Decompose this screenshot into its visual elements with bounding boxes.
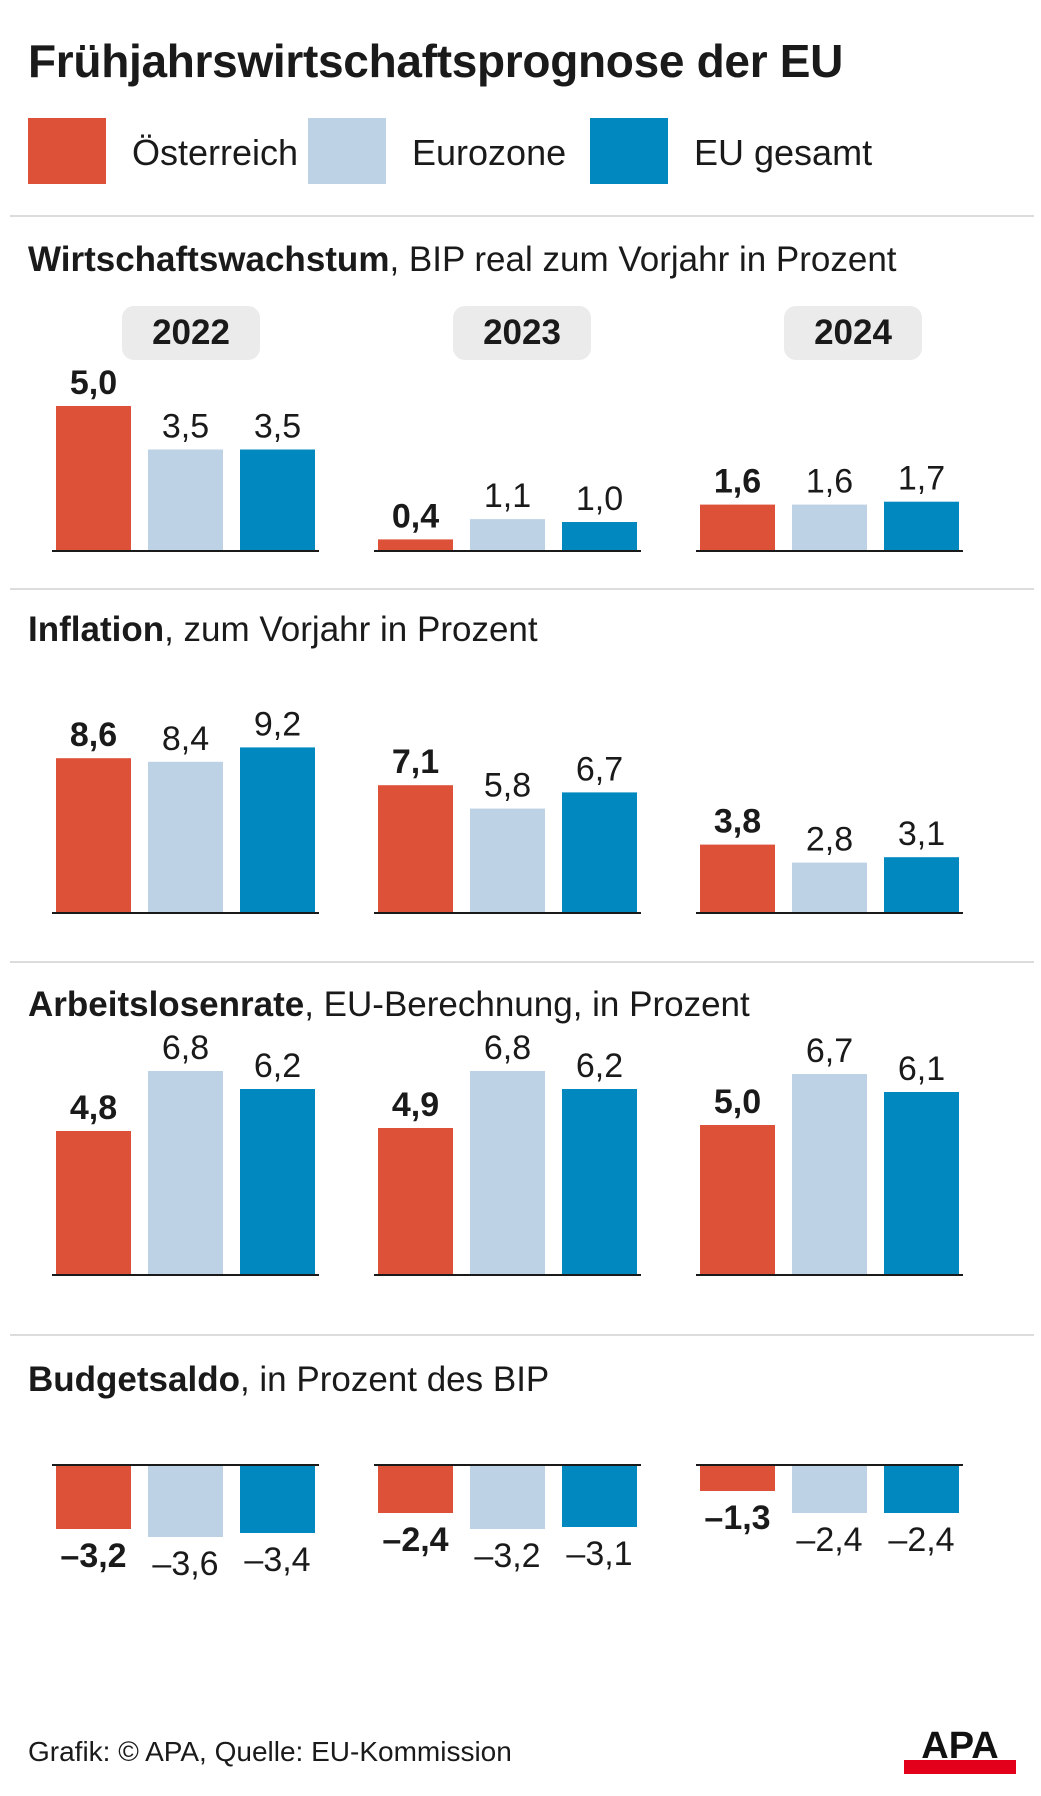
data-label-oesterreich-2022: –3,2 (60, 1537, 126, 1575)
bar-eurozone-2022 (148, 1465, 223, 1537)
bar-eurozone-2024 (792, 862, 867, 913)
bar-eu-gesamt-2024 (884, 857, 959, 913)
divider (10, 961, 1034, 963)
bar-eu-gesamt-2023 (562, 792, 637, 913)
bar-oesterreich-2022 (56, 406, 131, 551)
divider (10, 215, 1034, 217)
section-title-budget: Budgetsaldo, in Prozent des BIP (28, 1360, 550, 1399)
data-label-eu-gesamt-2024: 6,1 (898, 1050, 945, 1088)
legend: Österreich Eurozone EU gesamt (28, 118, 1028, 184)
legend-swatch-eurozone (308, 118, 386, 184)
bar-eurozone-2023 (470, 1465, 545, 1529)
bar-eurozone-2022 (148, 761, 223, 913)
data-label-eu-gesamt-2022: 3,5 (254, 408, 301, 446)
data-label-eurozone-2024: 1,6 (806, 463, 853, 501)
section-title-unemployment: Arbeitslosenrate, EU-Berechnung, in Proz… (28, 985, 750, 1024)
bar-oesterreich-2023 (378, 1128, 453, 1275)
bar-eu-gesamt-2024 (884, 1465, 959, 1513)
bar-eurozone-2022 (148, 449, 223, 551)
data-label-oesterreich-2023: 4,9 (392, 1086, 439, 1124)
bar-oesterreich-2024 (700, 844, 775, 913)
data-label-oesterreich-2023: 7,1 (392, 743, 439, 781)
data-label-eurozone-2022: –3,6 (152, 1545, 218, 1583)
bar-eurozone-2024 (792, 504, 867, 551)
bar-oesterreich-2023 (378, 785, 453, 913)
data-label-eurozone-2024: 2,8 (806, 821, 853, 859)
source-credit: Grafik: © APA, Quelle: EU-Kommission (28, 1736, 512, 1767)
bar-eurozone-2023 (470, 519, 545, 551)
bar-eu-gesamt-2022 (240, 1089, 315, 1275)
data-label-eurozone-2024: –2,4 (796, 1521, 862, 1559)
data-label-eurozone-2022: 3,5 (162, 408, 209, 446)
data-label-eurozone-2023: –3,2 (474, 1537, 540, 1575)
bar-oesterreich-2024 (700, 504, 775, 551)
bar-oesterreich-2022 (56, 1465, 131, 1529)
bar-eurozone-2022 (148, 1071, 223, 1275)
data-label-eurozone-2023: 6,8 (484, 1029, 531, 1067)
bar-eurozone-2023 (470, 808, 545, 913)
data-label-oesterreich-2022: 4,8 (70, 1089, 117, 1127)
bar-eurozone-2024 (792, 1465, 867, 1513)
bar-oesterreich-2023 (378, 539, 453, 551)
bar-eu-gesamt-2022 (240, 449, 315, 551)
bar-oesterreich-2024 (700, 1465, 775, 1491)
year-label-2024: 2024 (784, 306, 922, 360)
bar-eu-gesamt-2023 (562, 522, 637, 551)
logo-text: APA (921, 1725, 998, 1767)
legend-label-oesterreich: Österreich (132, 132, 299, 173)
data-label-oesterreich-2023: –2,4 (382, 1521, 448, 1559)
data-label-oesterreich-2023: 0,4 (392, 497, 439, 535)
legend-swatch-oesterreich (28, 118, 106, 184)
data-label-eu-gesamt-2022: 6,2 (254, 1047, 301, 1085)
legend-label-eurozone: Eurozone (412, 132, 567, 173)
bar-oesterreich-2023 (378, 1465, 453, 1513)
data-label-eurozone-2022: 6,8 (162, 1029, 209, 1067)
year-label-2023: 2023 (453, 306, 591, 360)
data-label-eu-gesamt-2024: 3,1 (898, 815, 945, 853)
divider (10, 588, 1034, 590)
legend-label-eu-gesamt: EU gesamt (694, 132, 873, 173)
data-label-oesterreich-2024: 3,8 (714, 803, 761, 841)
data-label-eu-gesamt-2023: 6,2 (576, 1047, 623, 1085)
bar-eu-gesamt-2024 (884, 1092, 959, 1275)
data-label-oesterreich-2024: 1,6 (714, 463, 761, 501)
data-label-oesterreich-2024: 5,0 (714, 1083, 761, 1121)
data-label-eu-gesamt-2024: –2,4 (888, 1521, 954, 1559)
data-label-eu-gesamt-2023: 1,0 (576, 480, 623, 518)
chart-title: Frühjahrswirtschaftsprognose der EU (28, 35, 844, 87)
bar-eu-gesamt-2023 (562, 1089, 637, 1275)
bar-oesterreich-2024 (700, 1125, 775, 1275)
year-label-2022: 2022 (122, 306, 260, 360)
section-title-inflation: Inflation, zum Vorjahr in Prozent (28, 610, 538, 649)
data-label-eu-gesamt-2024: 1,7 (898, 460, 945, 498)
bar-eurozone-2024 (792, 1074, 867, 1275)
section-title-growth: Wirtschaftswachstum, BIP real zum Vorjah… (28, 240, 897, 279)
legend-swatch-eu-gesamt (590, 118, 668, 184)
bar-eu-gesamt-2023 (562, 1465, 637, 1527)
data-label-eu-gesamt-2023: –3,1 (566, 1535, 632, 1573)
data-label-eurozone-2023: 1,1 (484, 477, 531, 515)
apa-logo: APA (904, 1725, 1016, 1774)
divider (10, 1334, 1034, 1336)
bar-eu-gesamt-2022 (240, 1465, 315, 1533)
data-label-eu-gesamt-2023: 6,7 (576, 750, 623, 788)
logo-red-bar (904, 1760, 1016, 1774)
bar-eurozone-2023 (470, 1071, 545, 1275)
bar-oesterreich-2022 (56, 758, 131, 913)
data-label-eurozone-2023: 5,8 (484, 767, 531, 805)
data-label-eu-gesamt-2022: 9,2 (254, 705, 301, 743)
bar-eu-gesamt-2024 (884, 501, 959, 551)
bar-eu-gesamt-2022 (240, 747, 315, 913)
data-label-oesterreich-2024: –1,3 (704, 1499, 770, 1537)
data-label-oesterreich-2022: 5,0 (70, 364, 117, 402)
data-label-eu-gesamt-2022: –3,4 (244, 1541, 310, 1579)
data-label-oesterreich-2022: 8,6 (70, 716, 117, 754)
data-label-eurozone-2024: 6,7 (806, 1032, 853, 1070)
bar-oesterreich-2022 (56, 1131, 131, 1275)
data-label-eurozone-2022: 8,4 (162, 720, 209, 758)
